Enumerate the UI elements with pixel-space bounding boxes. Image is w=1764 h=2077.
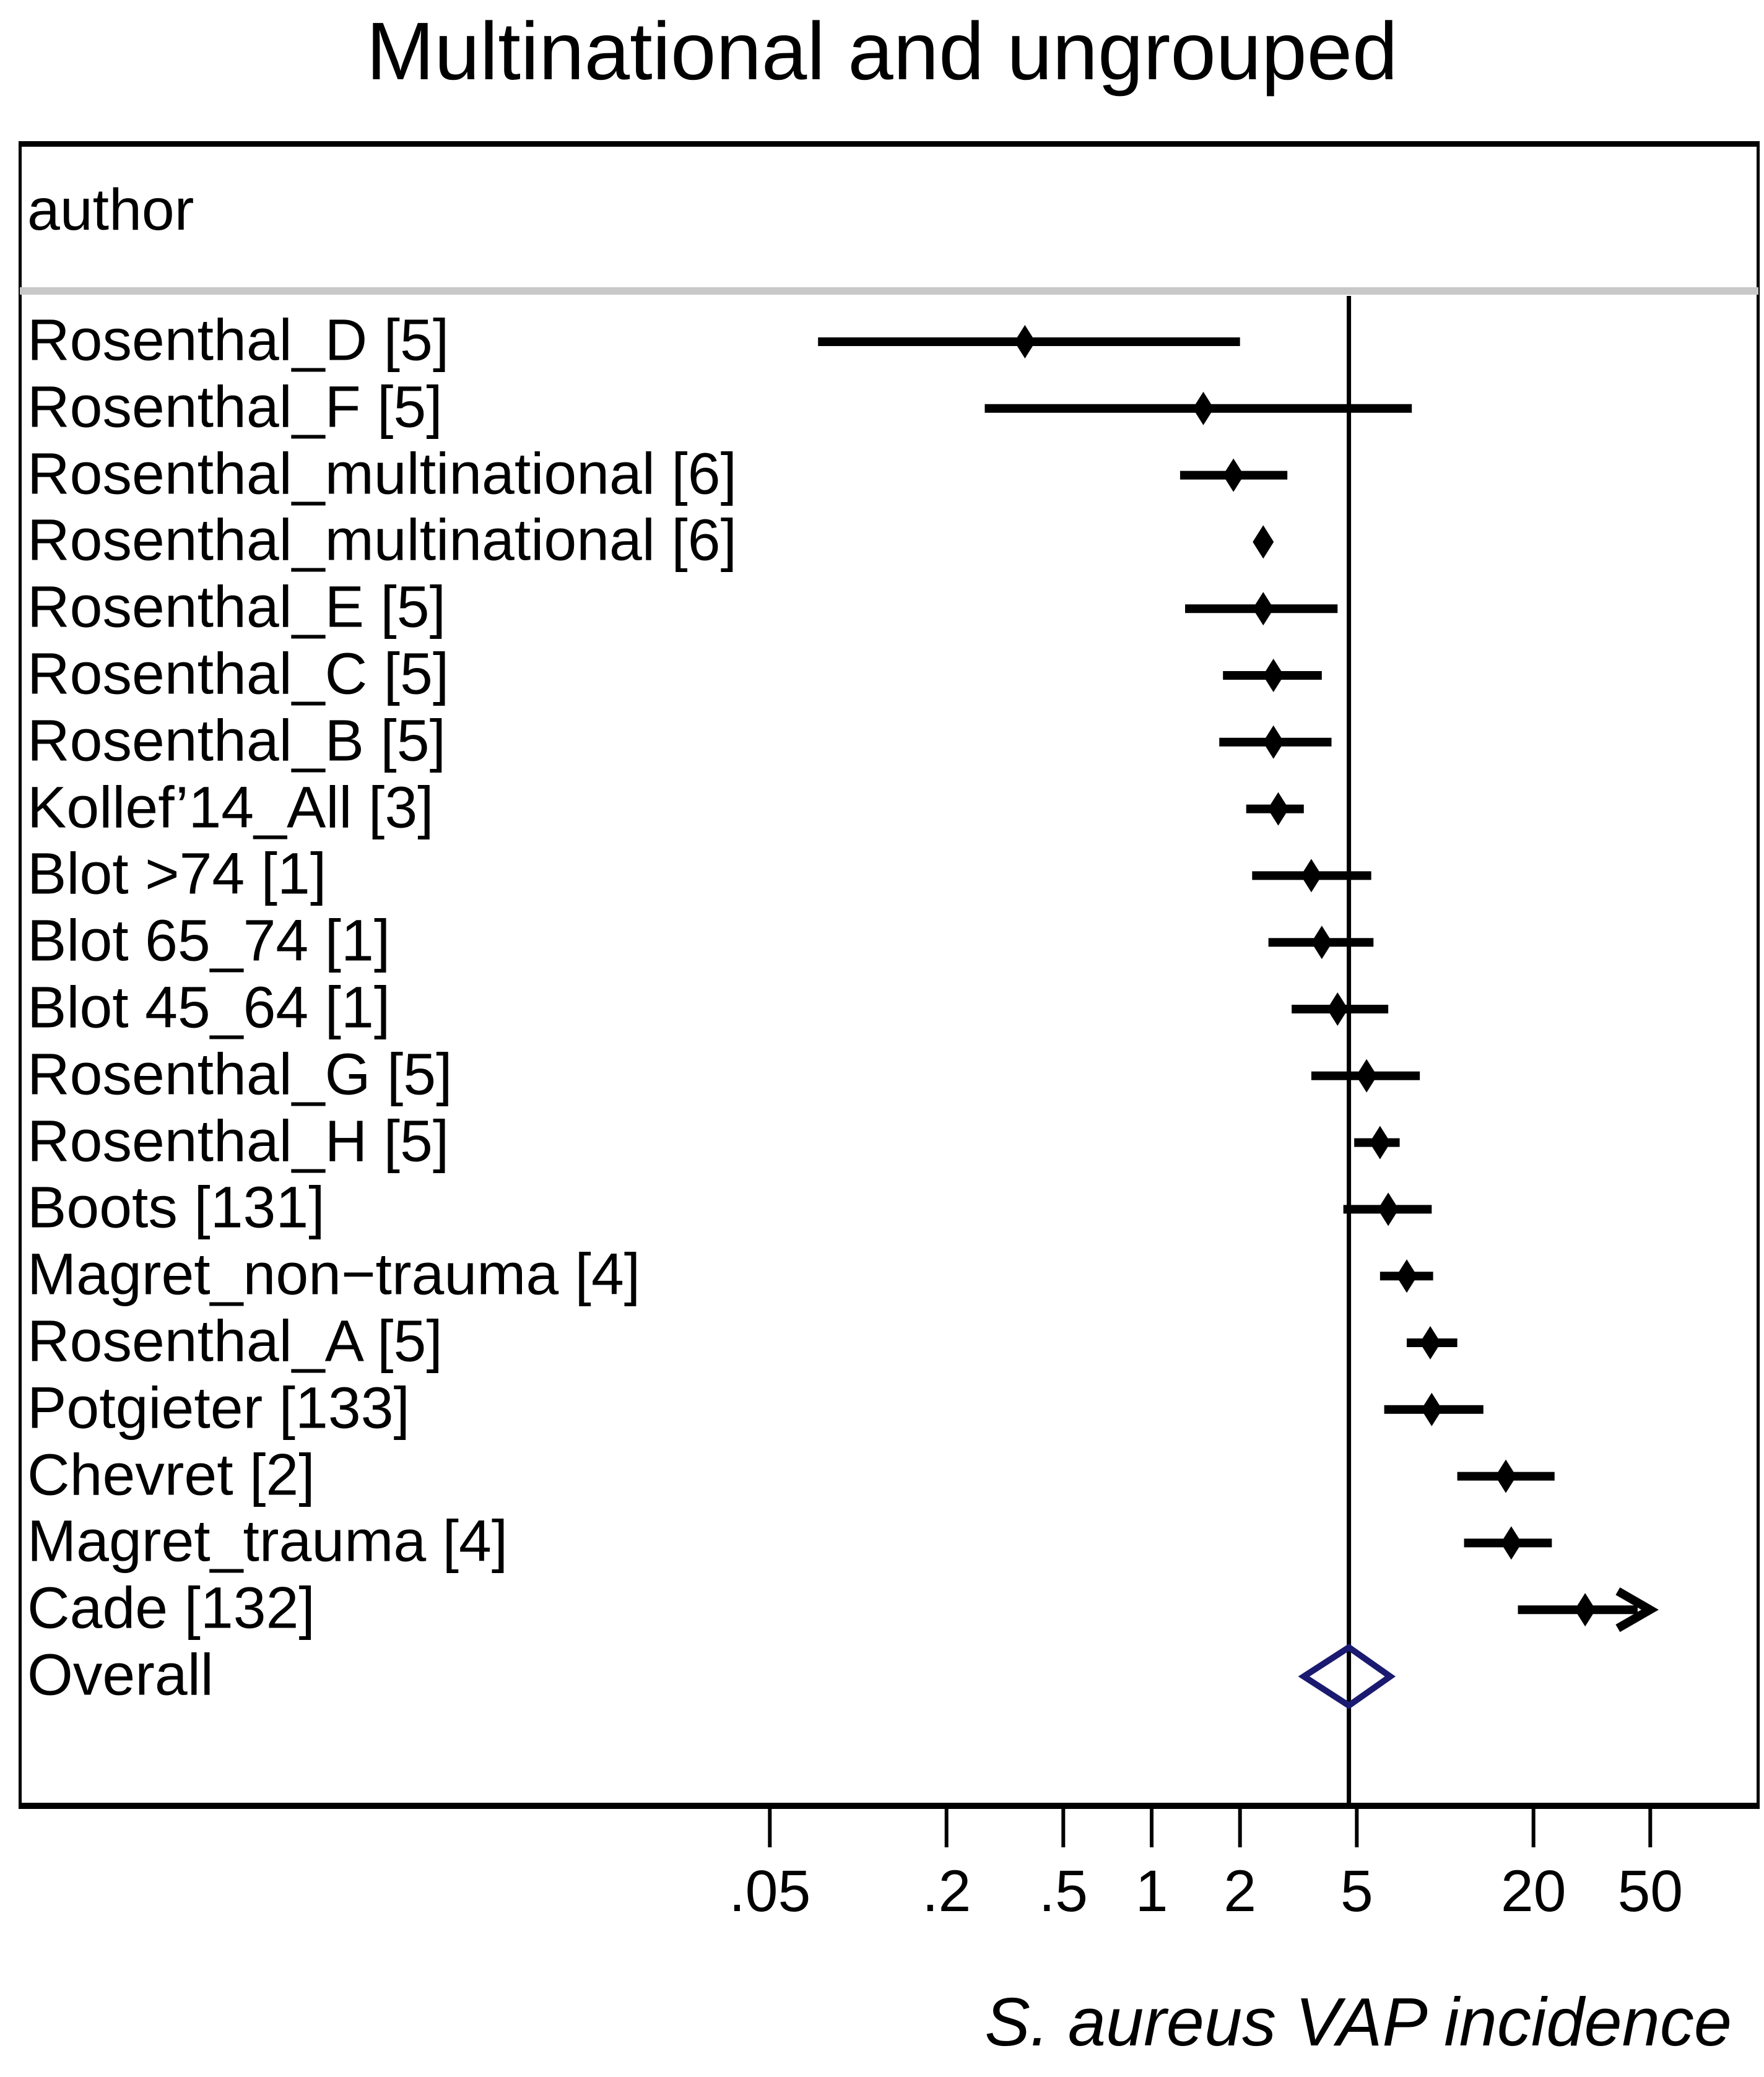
study-label: Rosenthal_B [5] — [27, 708, 446, 774]
axis-tick-label: 20 — [1500, 1858, 1566, 1924]
overall-label: Overall — [27, 1642, 214, 1708]
x-axis-title: S. aureus VAP incidence — [984, 1984, 1732, 2060]
study-label: Potgieter [133] — [27, 1375, 410, 1441]
axis-tick-label: .05 — [729, 1858, 811, 1924]
study-label: Chevret [2] — [27, 1442, 315, 1508]
study-label: Rosenthal_G [5] — [27, 1041, 453, 1108]
plot-box — [19, 141, 1760, 1809]
study-label: Magret_non−trauma [4] — [27, 1241, 641, 1307]
chart-title: Multinational and ungrouped — [366, 6, 1398, 97]
study-label: Rosenthal_multinational [6] — [27, 507, 737, 573]
axis-tick-label: 5 — [1340, 1858, 1373, 1924]
study-label: Kollef’14_All [3] — [27, 774, 434, 841]
study-label: Rosenthal_C [5] — [27, 641, 450, 707]
axis-tick-label: 2 — [1223, 1858, 1257, 1924]
study-label: Rosenthal_E [5] — [27, 574, 446, 640]
study-label: Cade [132] — [27, 1575, 315, 1641]
study-label: Rosenthal_A [5] — [27, 1308, 443, 1374]
study-label: Blot 65_74 [1] — [27, 908, 391, 974]
axis-tick-label: 50 — [1617, 1858, 1684, 1924]
study-label: Rosenthal_D [5] — [27, 307, 450, 373]
axis-tick-label: .5 — [1038, 1858, 1088, 1924]
study-label: Rosenthal_F [5] — [27, 374, 443, 440]
study-label: Blot 45_64 [1] — [27, 974, 391, 1041]
study-label: Boots [131] — [27, 1174, 325, 1241]
study-label: Magret_trauma [4] — [27, 1508, 508, 1574]
axis-tick-label: 1 — [1135, 1858, 1168, 1924]
axis-tick-label: .2 — [922, 1858, 971, 1924]
study-label: Rosenthal_multinational [6] — [27, 441, 737, 507]
study-label: Rosenthal_H [5] — [27, 1108, 450, 1174]
column-header-author: author — [27, 177, 194, 243]
header-separator-line — [20, 287, 1758, 295]
study-label: Blot >74 [1] — [27, 841, 327, 907]
